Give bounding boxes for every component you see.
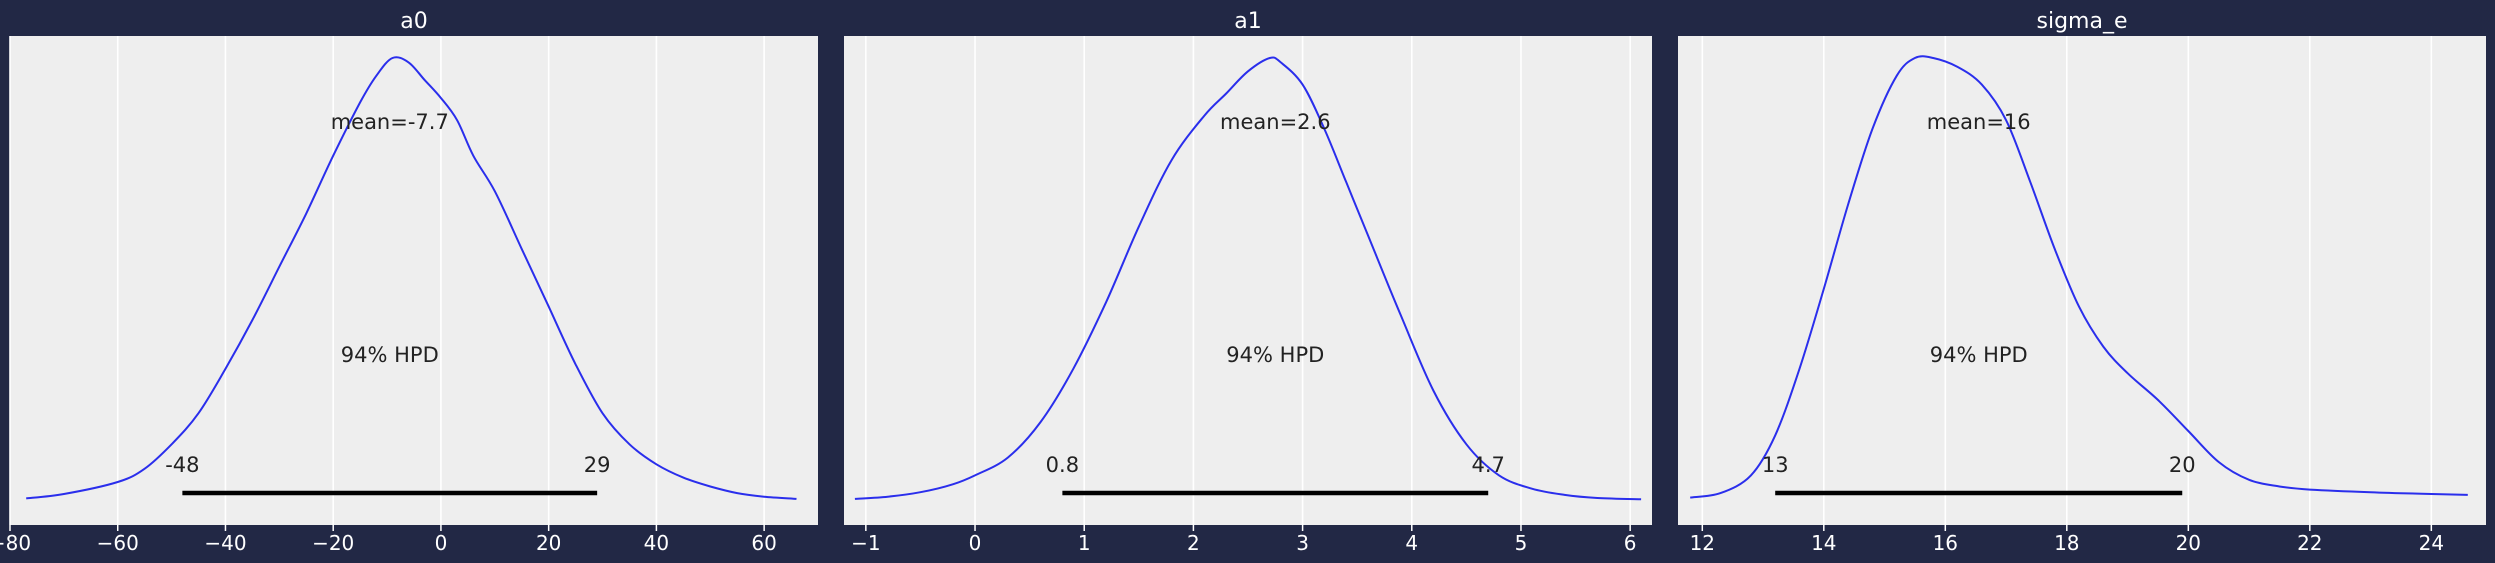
x-tick-label: 1 [1078,531,1091,555]
hpd-low-label: -48 [165,453,199,477]
x-tick-label: 24 [2419,531,2444,555]
hpd-high-label: 4.7 [1472,453,1505,477]
x-tick-label: −1 [851,531,880,555]
x-tick-label: 22 [2297,531,2322,555]
x-tick-label: 0 [969,531,982,555]
x-tick-label: 16 [1933,531,1958,555]
density-curve [854,56,1642,501]
x-tick-label: −60 [97,531,139,555]
panel-title: a1 [1234,9,1261,34]
x-tick-label: 18 [2054,531,2079,555]
x-tick-label: 20 [2176,531,2201,555]
x-tick-label: 14 [1811,531,1836,555]
x-tick-label: 0 [435,531,448,555]
density-curve [26,56,797,500]
x-tick-label: 3 [1296,531,1309,555]
plot-area [844,36,1652,525]
x-tick-label: 60 [751,531,776,555]
density-curve [1690,55,2468,499]
panel-a1: a1 −1 0 1 2 3 4 5 6 0.8 4.7 mean=2.6 94% HPD [844,9,1652,555]
plot-area [10,36,818,525]
hpd-low-label: 0.8 [1046,453,1079,477]
x-tick-label: −40 [204,531,246,555]
mean-label: mean=-7.7 [331,110,449,134]
mean-label: mean=16 [1927,110,2031,134]
hpd-label: 94% HPD [1930,343,2028,367]
hpd-high-label: 20 [2169,453,2196,477]
panel-title: sigma_e [2037,9,2128,34]
mean-label: mean=2.6 [1220,110,1331,134]
x-tick-label: 5 [1515,531,1528,555]
x-tick-label: −80 [0,531,31,555]
x-tick-label: 4 [1405,531,1418,555]
hpd-label: 94% HPD [341,343,439,367]
panel-title: a0 [400,9,427,34]
x-tick-label: 40 [644,531,669,555]
panel-sigma_e: sigma_e 12 14 16 18 20 22 24 13 20 mean=16 94% HPD [1678,9,2486,555]
x-tick-label: 12 [1690,531,1715,555]
x-tick-label: 2 [1187,531,1200,555]
x-tick-label: 20 [536,531,561,555]
plot-area [1678,36,2486,525]
x-tick-label: 6 [1624,531,1637,555]
hpd-label: 94% HPD [1226,343,1324,367]
panel-a0: a0 −80 −60 −40 −20 0 20 40 60 -48 29 mean=-7.7 94% H… [0,9,818,555]
hpd-high-label: 29 [584,453,611,477]
hpd-low-label: 13 [1762,453,1789,477]
x-tick-label: −20 [312,531,354,555]
